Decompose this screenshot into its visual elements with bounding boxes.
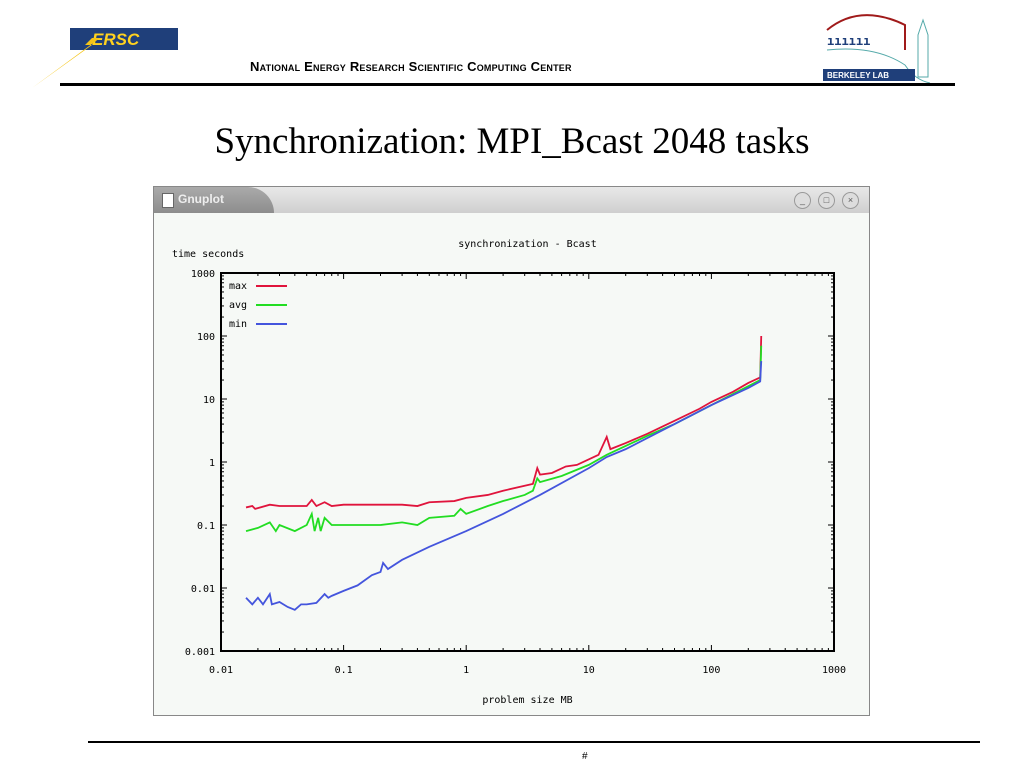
gnuplot-window: Gnuplot _ □ × synchronization - Bcast tim…: [153, 186, 870, 716]
organization-name: National Energy Research Scientific Comp…: [250, 59, 572, 74]
legend-label-avg: avg: [229, 300, 247, 311]
header-divider: [60, 83, 955, 86]
x-tick-label: 0.01: [209, 665, 233, 676]
document-icon: [162, 193, 174, 208]
minimize-button[interactable]: _: [794, 192, 811, 209]
chart: synchronization - Bcast time seconds probl…: [172, 239, 846, 706]
y-tick-label: 1: [209, 458, 215, 469]
close-button[interactable]: ×: [842, 192, 859, 209]
window-title: Gnuplot: [178, 192, 224, 206]
y-tick-label: 0.1: [197, 521, 215, 532]
series-line-avg: [245, 345, 763, 533]
window-titlebar[interactable]: Gnuplot _ □ ×: [154, 187, 869, 213]
y-tick-label: 1000: [191, 269, 215, 280]
svg-text:BERKELEY LAB: BERKELEY LAB: [827, 71, 889, 80]
nersc-logo: ERSC: [30, 0, 180, 90]
berkeley-lab-logo: ıııııı BERKELEY LAB: [815, 5, 940, 90]
chart-title: synchronization - Bcast: [458, 239, 596, 250]
slide-title: Synchronization: MPI_Bcast 2048 tasks: [214, 121, 810, 162]
y-axis-label: time seconds: [172, 249, 244, 260]
x-tick-label: 100: [702, 665, 720, 676]
x-axis-label: problem size MB: [482, 695, 572, 706]
plot-frame: [220, 272, 835, 652]
y-tick-label: 100: [197, 332, 215, 343]
y-tick-label: 0.01: [191, 584, 215, 595]
series-line-max: [245, 335, 763, 510]
y-tick-label: 0.001: [185, 647, 215, 658]
x-tick-label: 1: [463, 665, 469, 676]
x-tick-label: 0.1: [335, 665, 353, 676]
series-line-min: [245, 361, 763, 611]
x-tick-label: 10: [583, 665, 595, 676]
y-tick-label: 10: [203, 395, 215, 406]
legend-label-min: min: [229, 319, 247, 330]
svg-text:ERSC: ERSC: [92, 30, 140, 49]
x-tick-label: 1000: [822, 665, 846, 676]
legend-label-max: max: [229, 281, 247, 292]
maximize-button[interactable]: □: [818, 192, 835, 209]
footer-divider: [88, 741, 980, 743]
page-number: #: [582, 751, 588, 762]
svg-text:ıııııı: ıııııı: [827, 34, 870, 48]
window-tab: Gnuplot: [154, 187, 274, 213]
